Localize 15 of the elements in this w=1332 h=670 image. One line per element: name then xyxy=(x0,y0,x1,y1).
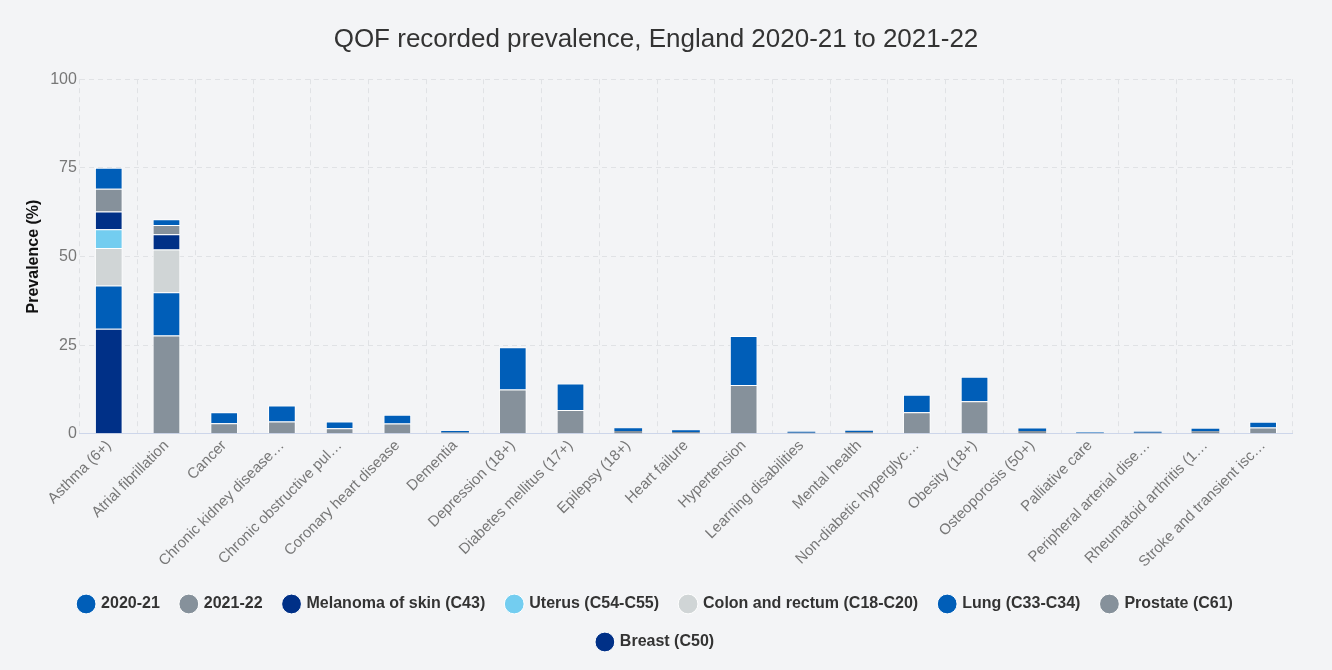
legend-label: 2020-21 xyxy=(101,594,160,612)
legend-label: Breast (C50) xyxy=(619,632,715,650)
y-tick-label: 25 xyxy=(59,335,77,353)
legend-label: Melanoma of skin (C43) xyxy=(306,594,486,612)
legend-label: Lung (C33-C34) xyxy=(962,594,1081,612)
legend-label: Uterus (C54-C55) xyxy=(529,594,660,612)
y-axis-title: Prevalence (%) xyxy=(24,199,42,314)
y-tick-label: 50 xyxy=(59,246,77,264)
chart-title: QOF recorded prevalence, England 2020-21 to 2021-22 xyxy=(333,22,979,53)
y-tick-label: 75 xyxy=(59,158,77,176)
legend-label: Colon and rectum (C18-C20) xyxy=(703,594,919,612)
legend-label: 2021-22 xyxy=(203,594,263,612)
y-tick-label: 100 xyxy=(50,69,77,87)
y-tick-label: 0 xyxy=(67,424,77,442)
legend-label: Prostate (C61) xyxy=(1124,594,1233,612)
